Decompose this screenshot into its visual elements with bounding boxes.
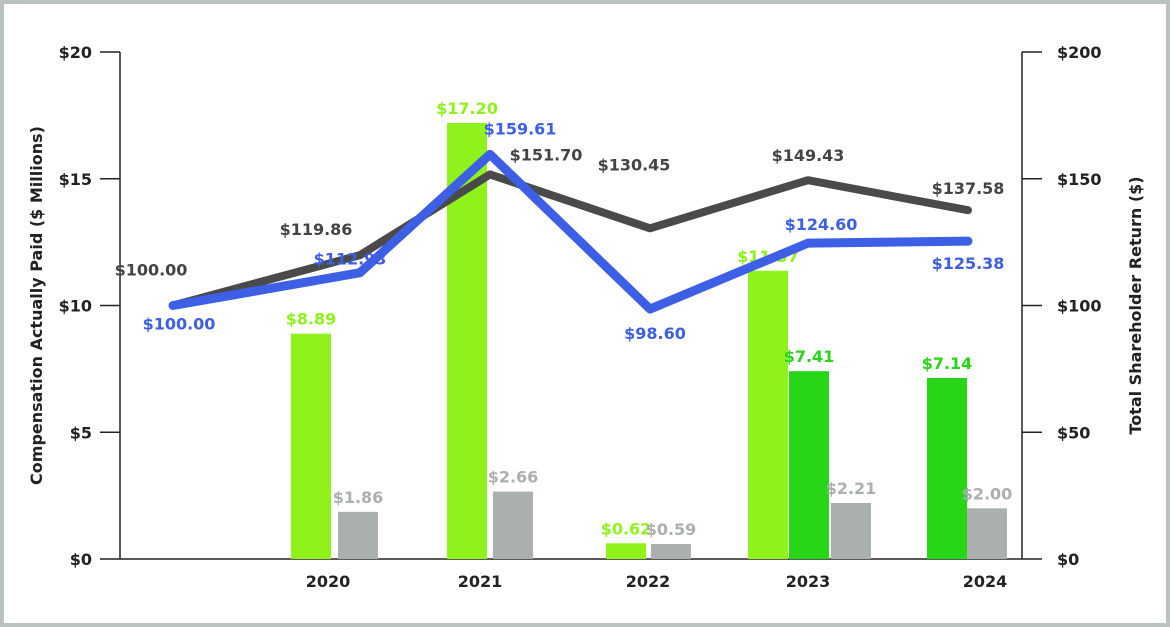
bar-green [927, 378, 967, 559]
company-tsr-label: $125.38 [932, 254, 1005, 273]
bar-green [789, 371, 829, 559]
x-tick-label: 2021 [458, 572, 503, 591]
company-tsr-label: $98.60 [624, 324, 686, 343]
peer-tsr-label: $151.70 [510, 145, 583, 164]
bar-value-label: $0.59 [646, 520, 697, 539]
bar-lime [606, 543, 646, 559]
bar-value-label: $7.14 [922, 354, 973, 373]
bar-gray [338, 511, 378, 559]
x-tick-label: 2024 [963, 572, 1008, 591]
left-tick-label: $15 [59, 170, 92, 189]
right-tick-label: $50 [1057, 423, 1090, 442]
right-tick-label: $150 [1057, 170, 1102, 189]
bar-lime [748, 270, 788, 559]
peer-tsr-line [169, 170, 972, 310]
bar-value-label: $0.62 [601, 519, 652, 538]
peer-tsr-label: $149.43 [772, 146, 845, 165]
left-tick-label: $5 [70, 423, 92, 442]
bar-value-label: $8.89 [286, 310, 337, 329]
company-tsr-label: $100.00 [143, 315, 216, 334]
left-axis-title: Compensation Actually Paid ($ Millions) [27, 126, 46, 485]
bar-value-label: $7.41 [784, 347, 835, 366]
peer-tsr-label: $100.00 [115, 261, 188, 280]
bar-gray [651, 544, 691, 559]
right-tick-label: $0 [1057, 550, 1079, 569]
bar-gray [967, 508, 1007, 559]
left-tick-label: $10 [59, 297, 92, 316]
x-tick-label: 2020 [306, 572, 351, 591]
peer-tsr-label: $130.45 [598, 155, 671, 174]
right-tick-label: $200 [1057, 43, 1102, 62]
bar-value-label: $2.00 [962, 484, 1013, 503]
x-tick-label: 2022 [626, 572, 671, 591]
company-tsr-line [168, 149, 973, 314]
company-tsr-label: $112.93 [314, 250, 387, 269]
bar-value-label: $17.20 [436, 99, 498, 118]
bar-value-label: $1.86 [333, 488, 384, 507]
bar-lime [291, 333, 331, 559]
x-tick-label: 2023 [786, 572, 831, 591]
company-tsr-label: $159.61 [484, 119, 557, 138]
bar-value-label: $2.21 [826, 479, 877, 498]
bar-gray [831, 502, 871, 559]
company-tsr-label: $124.60 [785, 215, 858, 234]
peer-tsr-label: $119.86 [280, 220, 353, 239]
left-tick-label: $20 [59, 43, 92, 62]
right-axis-title: Total Shareholder Return ($) [1126, 176, 1145, 434]
bar-value-label: $2.66 [488, 468, 539, 487]
peer-tsr-label: $137.58 [932, 179, 1005, 198]
right-tick-label: $100 [1057, 297, 1102, 316]
left-tick-label: $0 [70, 550, 92, 569]
bar-gray [493, 491, 533, 559]
